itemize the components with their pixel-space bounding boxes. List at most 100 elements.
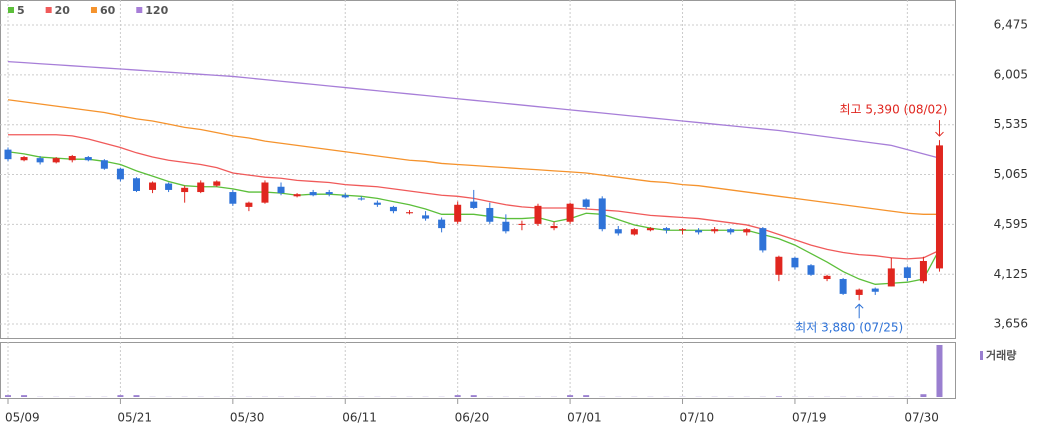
volume-frame xyxy=(1,343,956,399)
annotation-high: 최고 5,390 (08/02) xyxy=(839,103,947,117)
candle-body xyxy=(631,229,638,234)
ma-line xyxy=(8,62,939,159)
plot-frame xyxy=(1,1,956,339)
volume-bar xyxy=(776,396,782,397)
candle-body xyxy=(149,183,156,190)
candle-body xyxy=(310,192,317,195)
volume-bar xyxy=(455,395,461,397)
candle-body xyxy=(133,178,140,191)
candle-body xyxy=(165,184,172,190)
legend-swatch xyxy=(91,7,97,13)
y-tick-label: 4,125 xyxy=(994,267,1028,281)
legend-swatch xyxy=(980,351,983,360)
candle-body xyxy=(567,204,574,222)
candle-body xyxy=(278,187,285,193)
candle-body xyxy=(502,222,509,232)
candle-body xyxy=(872,289,879,292)
candle-body xyxy=(101,160,108,168)
candle-body xyxy=(599,198,606,229)
candle-body xyxy=(695,230,702,232)
candle-body xyxy=(422,215,429,218)
legend-label: 120 xyxy=(145,4,168,17)
candle-body xyxy=(904,267,911,278)
candle-body xyxy=(615,229,622,233)
candle-body xyxy=(470,202,477,208)
x-tick-label: 07/10 xyxy=(680,411,715,425)
legend-swatch xyxy=(136,7,142,13)
candle-body xyxy=(888,268,895,286)
y-tick-label: 5,065 xyxy=(994,167,1028,181)
x-tick-label: 07/30 xyxy=(904,411,939,425)
volume-bar xyxy=(21,395,27,397)
candle-body xyxy=(326,192,333,194)
candle-body xyxy=(583,199,590,206)
candle-body xyxy=(245,203,252,207)
candle-body xyxy=(743,229,750,232)
candle-body xyxy=(711,229,718,231)
candle-body xyxy=(534,206,541,224)
y-tick-label: 3,656 xyxy=(994,317,1028,331)
candle-body xyxy=(518,224,525,225)
arrow xyxy=(855,304,863,318)
candle-body xyxy=(229,192,236,204)
volume-bar xyxy=(920,394,926,397)
candle-body xyxy=(727,229,734,232)
candle-body xyxy=(197,183,204,193)
candle-body xyxy=(679,229,686,230)
candle-body xyxy=(936,145,943,268)
candle-body xyxy=(663,228,670,230)
legend-swatch xyxy=(46,7,52,13)
x-tick-label: 07/19 xyxy=(792,411,827,425)
candle-body xyxy=(53,158,60,162)
y-tick-label: 6,005 xyxy=(994,67,1028,81)
volume-bar xyxy=(936,345,942,397)
candle-body xyxy=(5,150,12,160)
ma-line xyxy=(8,152,939,285)
x-tick-label: 05/09 xyxy=(5,411,40,425)
candle-body xyxy=(454,205,461,222)
candle-body xyxy=(920,261,927,281)
x-tick-label: 05/30 xyxy=(230,411,265,425)
y-tick-label: 6,475 xyxy=(994,18,1028,32)
candle-body xyxy=(840,279,847,294)
candle-body xyxy=(808,265,815,275)
x-tick-label: 06/20 xyxy=(455,411,490,425)
candle-body xyxy=(759,228,766,250)
candle-body xyxy=(294,194,301,196)
arrow xyxy=(935,120,943,136)
legend-label: 60 xyxy=(100,4,116,17)
volume-bar xyxy=(471,395,477,397)
candle-body xyxy=(69,156,76,160)
volume-bar xyxy=(567,395,573,397)
y-tick-label: 4,595 xyxy=(994,217,1028,231)
candle-body xyxy=(486,208,493,222)
candle-body xyxy=(647,228,654,230)
candle-body xyxy=(358,198,365,199)
candle-body xyxy=(213,181,220,185)
candle-body xyxy=(390,207,397,211)
annotation-low: 최저 3,880 (07/25) xyxy=(795,321,903,335)
volume-bar xyxy=(133,395,139,397)
legend-swatch xyxy=(8,7,14,13)
legend-label: 20 xyxy=(55,4,71,17)
candle-body xyxy=(791,258,798,268)
candle-body xyxy=(775,257,782,275)
volume-bar xyxy=(5,395,11,397)
candle-body xyxy=(551,226,558,228)
candle-body xyxy=(21,157,28,160)
candle-body xyxy=(181,188,188,192)
candle-body xyxy=(824,276,831,279)
x-tick-label: 06/11 xyxy=(342,411,377,425)
candle-body xyxy=(261,183,268,203)
x-tick-label: 07/01 xyxy=(567,411,602,425)
candle-body xyxy=(374,203,381,205)
x-tick-label: 05/21 xyxy=(117,411,152,425)
candle-body xyxy=(342,195,349,197)
candle-body xyxy=(37,158,44,162)
candle-body xyxy=(117,169,124,180)
y-tick-label: 5,535 xyxy=(994,117,1028,131)
candle-body xyxy=(438,220,445,228)
candle-body xyxy=(856,290,863,295)
legend-label: 거래량 xyxy=(986,348,1016,362)
